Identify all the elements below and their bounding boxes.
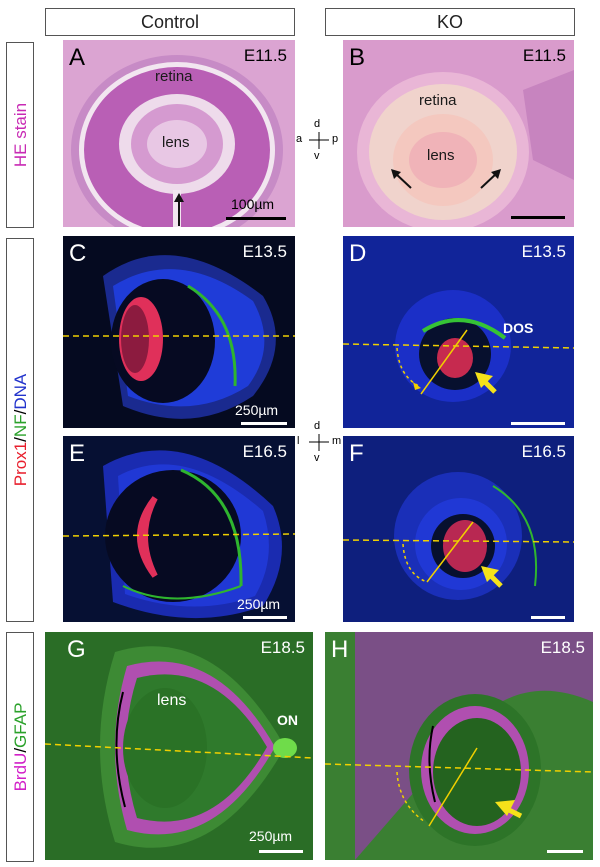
stage-label-e: E16.5 — [242, 442, 287, 461]
scale-bar-g — [259, 850, 303, 853]
fluorescence-g — [45, 632, 313, 860]
svg-text:BrdU/GFAP: BrdU/GFAP — [11, 703, 30, 792]
stage-label-d: E13.5 — [521, 242, 566, 261]
scale-bar-e — [243, 616, 287, 619]
arrow-icon-d — [475, 372, 497, 394]
panel-label-f: F — [349, 440, 364, 467]
scale-bar-a — [226, 217, 286, 220]
scale-bar-b — [511, 216, 565, 219]
lens-label-b: lens — [427, 147, 455, 164]
row-label-prox: Prox1/NF/DNA — [6, 238, 34, 622]
nf-label: NF — [11, 414, 30, 437]
svg-text:Prox1/NF/DNA: Prox1/NF/DNA — [11, 373, 30, 486]
fluorescence-e — [63, 436, 295, 622]
prox1-label: Prox1 — [11, 442, 30, 486]
brdu-label: BrdU — [11, 753, 30, 792]
row-label-he: HE stain — [6, 42, 34, 228]
panel-label-e: E — [69, 440, 86, 467]
fluorescence-c — [63, 236, 295, 428]
panel-g: G E18.5 lens ON 250µm — [45, 632, 313, 860]
panel-b: B E11.5 retina lens — [343, 40, 574, 227]
scale-label-c: 250µm — [235, 402, 279, 418]
scale-bar-d — [511, 422, 565, 425]
panel-label-c: C — [69, 240, 87, 267]
panel-label-h: H — [331, 636, 349, 663]
arrow-icon-left — [391, 169, 412, 189]
arrow-icon-right — [480, 169, 501, 189]
fluorescence-f — [343, 436, 574, 622]
dna-label: DNA — [11, 373, 30, 410]
scale-label-e: 250µm — [237, 596, 281, 612]
panel-f: F E16.5 — [343, 436, 574, 622]
arrow-icon-f — [481, 566, 503, 588]
panel-a: A E11.5 retina lens 100µm — [63, 40, 295, 227]
he-stain-label: HE stain — [11, 103, 30, 167]
lens-label-a: lens — [162, 134, 190, 151]
stage-label-g: E18.5 — [260, 638, 305, 657]
scale-bar-h — [547, 850, 583, 853]
row-label-brdu: BrdU/GFAP — [6, 632, 34, 862]
he-micrograph-control — [63, 40, 295, 227]
panel-label-d: D — [349, 240, 367, 267]
arrow-icon — [174, 193, 184, 226]
panel-d: D E13.5 DOS — [343, 236, 574, 428]
panel-label-a: A — [69, 44, 86, 71]
dos-label: DOS — [503, 320, 534, 336]
retina-label-b: retina — [419, 92, 457, 109]
control-header: Control — [45, 8, 295, 36]
scale-bar-c — [241, 422, 287, 425]
fluorescence-d — [343, 236, 574, 428]
retina-label-a: retina — [155, 68, 193, 85]
lens-label-g: lens — [157, 692, 187, 709]
ko-header: KO — [325, 8, 575, 36]
arrow-icon-h — [495, 800, 523, 819]
panel-label-b: B — [349, 44, 366, 71]
panel-h: H E18.5 — [325, 632, 593, 860]
scale-bar-f — [531, 616, 565, 619]
stage-label-f: E16.5 — [521, 442, 566, 461]
orientation-compass-1: d a p v — [296, 118, 339, 162]
gfap-label: GFAP — [11, 703, 30, 748]
stage-label-b: E11.5 — [522, 46, 566, 65]
panel-e: E E16.5 250µm — [63, 436, 295, 622]
panel-c: C E13.5 250µm — [63, 236, 295, 428]
orientation-compass-2: d l m v — [297, 420, 342, 464]
scale-label-a: 100µm — [231, 196, 275, 212]
stage-label-c: E13.5 — [242, 242, 287, 261]
stage-label-h: E18.5 — [540, 638, 585, 657]
optic-nerve-label: ON — [277, 712, 298, 728]
stage-label-a: E11.5 — [243, 46, 287, 65]
he-micrograph-ko — [343, 40, 574, 227]
fluorescence-h — [325, 632, 593, 860]
scale-label-g: 250µm — [249, 828, 293, 844]
panel-label-g: G — [67, 636, 86, 663]
